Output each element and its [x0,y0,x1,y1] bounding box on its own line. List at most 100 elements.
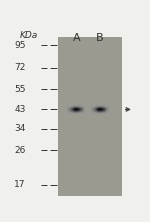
Bar [78,107,79,108]
Text: KDa: KDa [20,31,38,40]
Bar [98,112,99,113]
Bar [74,107,75,108]
Bar [91,110,109,111]
Bar [67,107,68,108]
Bar [108,113,109,114]
Bar [79,107,80,108]
Bar [91,109,92,110]
Bar [72,105,73,106]
Bar [103,106,104,107]
Bar [82,106,83,107]
Bar [96,107,98,108]
Bar [101,108,102,109]
Bar [72,106,73,107]
Bar [69,112,70,113]
Bar [107,111,108,112]
Bar [103,112,104,113]
Bar [100,108,101,109]
Bar [95,110,96,111]
Bar [99,106,100,107]
Bar [84,110,85,111]
Bar [98,110,99,111]
Bar [106,112,107,113]
Bar [102,111,103,112]
Bar [78,109,79,110]
Bar [96,106,97,107]
Bar [107,108,108,109]
Bar [67,108,85,109]
Bar [76,112,77,113]
Bar [82,108,83,109]
Bar [99,112,100,113]
Bar [105,107,106,108]
Bar [91,111,109,112]
Bar [68,110,69,111]
Bar [96,110,97,111]
Bar [81,110,82,111]
Bar [75,106,76,107]
Bar [82,105,83,106]
Bar [101,110,102,111]
Bar [91,111,92,112]
Bar [96,109,97,110]
Bar [102,105,103,106]
Bar [104,109,105,110]
Bar [106,110,107,111]
Bar [105,112,106,113]
Bar [68,106,69,107]
Bar [106,105,107,106]
Bar [103,113,104,114]
Bar [91,105,109,106]
Bar [83,107,84,108]
Bar [73,109,74,110]
Bar [104,105,105,106]
Bar [83,107,84,108]
Bar [97,112,98,113]
Bar [81,112,82,113]
Bar [67,110,68,111]
Bar [99,108,100,109]
Bar [94,109,95,110]
Bar [92,113,93,114]
Bar [98,106,99,107]
Bar [100,109,101,110]
Text: B: B [96,33,104,43]
Bar [76,110,77,111]
Bar [108,110,109,111]
Bar [102,106,103,107]
Bar [97,110,98,111]
Bar [71,107,72,108]
Bar [96,112,98,113]
Bar [71,105,72,106]
Bar [91,113,109,114]
Bar [91,106,92,107]
Bar [98,107,99,108]
Bar [70,105,71,106]
Bar [92,112,93,113]
Bar [70,112,71,113]
Bar [71,107,72,108]
Bar [73,110,74,111]
Bar [107,112,108,113]
Bar [74,110,75,111]
Bar [70,109,71,110]
Bar [108,111,109,112]
Bar [75,112,76,113]
Bar [71,111,72,112]
Bar [91,107,92,108]
Bar [101,109,102,110]
Bar [93,112,94,113]
Bar [82,107,83,108]
Bar [96,111,97,112]
Bar [102,112,103,113]
Bar [73,112,74,113]
Bar [80,107,81,108]
Bar [77,105,78,106]
Bar [107,110,108,111]
Bar [96,113,97,114]
Bar [101,107,102,108]
Bar [82,109,83,110]
Bar [98,109,99,110]
Bar [67,105,85,106]
Bar [77,107,78,108]
